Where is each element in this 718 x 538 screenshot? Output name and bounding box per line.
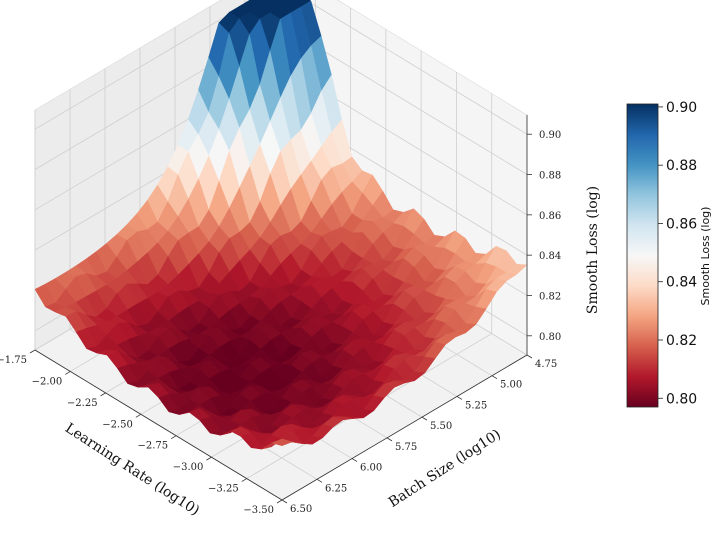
x-tick-mark [170, 435, 177, 440]
x-tick-mark [135, 413, 142, 418]
x-tick-label: −3.00 [173, 462, 204, 473]
x-tick-mark [29, 349, 36, 354]
y-tick-mark [421, 416, 428, 421]
colorbar-tick-label: 0.88 [666, 158, 697, 174]
y-tick-label: 6.00 [360, 463, 382, 474]
x-tick-label: −2.25 [67, 398, 98, 409]
y-tick-mark [526, 354, 533, 359]
loss-surface [34, 0, 528, 450]
colorbar-tick-label: 0.86 [666, 216, 697, 232]
y-tick-mark [351, 458, 358, 462]
y-axis-line [281, 354, 528, 501]
x-tick-label: −2.00 [32, 376, 63, 387]
y-tick-label: 5.00 [500, 380, 522, 391]
x-tick-label: −3.25 [208, 484, 239, 495]
y-axis-label: Batch Size (log10) [386, 426, 504, 510]
x-tick-label: −1.75 [0, 355, 27, 366]
x-axis-line [34, 349, 283, 501]
colorbar-tick-label: 0.82 [666, 333, 697, 349]
colorbar-ticks: 0.80 0.82 0.84 0.86 0.88 0.90 [658, 100, 697, 407]
y-tick-label: 4.75 [535, 359, 557, 370]
z-tick-label: 0.84 [539, 251, 561, 262]
y-tick-mark [491, 375, 498, 380]
z-tick-label: 0.82 [539, 291, 561, 302]
x-tick-mark [241, 478, 247, 482]
x-tick-mark [100, 392, 106, 397]
y-tick-label: 5.25 [465, 400, 487, 411]
x-tick-mark [276, 499, 283, 504]
y-tick-label: 6.50 [290, 504, 312, 515]
x-tick-mark [206, 456, 212, 461]
surface-patch [270, 438, 294, 446]
z-tick-label: 0.80 [539, 332, 561, 343]
y-tick-mark [456, 396, 463, 400]
z-axis-label: Smooth Loss (log) [585, 186, 601, 314]
x-axis-ticks: −1.75 −2.00 −2.25 −2.50 −2.75 −3.00 −3.25 −3.50 [0, 349, 283, 516]
y-tick-label: 5.75 [395, 442, 417, 453]
y-tick-mark [316, 478, 323, 483]
y-tick-mark [386, 437, 393, 442]
colorbar-label: Smooth Loss (log) [699, 207, 712, 306]
colorbar-tick-label: 0.90 [666, 100, 697, 116]
colorbar: 0.80 0.82 0.84 0.86 0.88 0.90 Smooth Loss (lo… [626, 100, 712, 408]
x-tick-label: −2.75 [137, 441, 168, 452]
y-tick-label: 5.50 [430, 421, 452, 432]
colorbar-tick-label: 0.84 [666, 275, 697, 291]
x-tick-mark [65, 371, 71, 375]
z-tick-label: 0.90 [539, 130, 561, 141]
y-tick-mark [281, 499, 288, 504]
grid-line [305, 0, 528, 135]
y-tick-label: 6.25 [325, 483, 347, 494]
colorbar-tick-label: 0.80 [666, 391, 697, 407]
colorbar-gradient [626, 103, 659, 408]
z-axis-ticks: 0.80 0.82 0.84 0.86 0.88 0.90 [527, 130, 561, 343]
x-tick-label: −3.50 [243, 505, 274, 516]
z-tick-label: 0.86 [539, 211, 561, 222]
x-tick-label: −2.50 [102, 419, 133, 430]
y-axis-ticks: 4.75 5.00 5.25 5.50 5.75 6.00 6.25 6.50 [281, 354, 557, 515]
z-tick-label: 0.88 [539, 171, 561, 182]
